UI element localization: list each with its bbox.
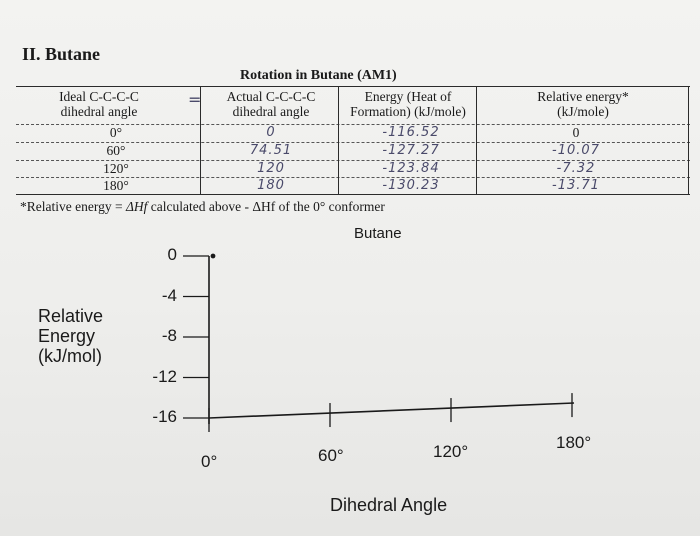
- actual-angle-cell: 74.51: [249, 143, 293, 158]
- table-footnote: *Relative energy = ΔHf calculated above …: [20, 199, 385, 215]
- header-text: Energy (Heat of: [364, 89, 452, 104]
- relative-energy-cell: -13.71: [552, 178, 600, 193]
- x-axis-line: [208, 402, 575, 419]
- header-ideal-angle: Ideal C-C-C-C dihedral angle: [24, 89, 174, 119]
- row-divider: [16, 160, 690, 161]
- y-axis-label-line: Energy: [38, 326, 96, 346]
- actual-angle-cell: 180: [257, 178, 285, 193]
- header-energy: Energy (Heat of Formation) (kJ/mole): [340, 89, 476, 119]
- x-axis-label: Dihedral Angle: [330, 495, 448, 515]
- table-top-border: [16, 86, 690, 87]
- x-tick-label: 0°: [201, 452, 218, 471]
- actual-angle-cell: 0: [266, 125, 276, 140]
- y-tick-label: 0: [167, 245, 177, 264]
- energy-cell: -116.52: [382, 125, 440, 140]
- y-tick-label: -4: [161, 285, 177, 305]
- column-divider: [688, 86, 689, 195]
- column-divider: [200, 86, 201, 195]
- footnote-prefix: *Relative energy =: [20, 199, 126, 214]
- y-tick-label: -12: [152, 366, 177, 386]
- y-axis-label-line: (kJ/mol): [38, 346, 102, 366]
- ideal-angle-cell: 120°: [103, 161, 129, 176]
- header-text: dihedral angle: [60, 104, 138, 119]
- column-divider: [338, 86, 339, 195]
- energy-cell: -127.27: [382, 143, 440, 158]
- header-relative-energy: Relative energy* (kJ/mole): [478, 89, 688, 119]
- header-text: dihedral angle: [232, 104, 310, 119]
- ideal-angle-cell: 60°: [106, 143, 126, 158]
- row-divider: [16, 177, 690, 178]
- chart-title: Butane: [354, 225, 402, 242]
- zero-point-dot: [210, 253, 216, 259]
- table-title: Rotation in Butane (AM1): [240, 68, 397, 83]
- footnote-hf: ΔHf: [125, 199, 148, 214]
- x-tick-label: 120°: [433, 442, 469, 461]
- ideal-angle-cell: 180°: [103, 178, 129, 193]
- relative-energy-cell: -7.32: [556, 161, 596, 176]
- energy-cell: -123.84: [382, 161, 440, 176]
- handwritten-equals-mark: =: [188, 90, 203, 109]
- header-actual-angle: Actual C-C-C-C dihedral angle: [208, 89, 334, 119]
- energy-cell: -130.23: [382, 178, 440, 193]
- actual-angle-cell: 120: [257, 161, 285, 176]
- y-axis-label: Relative Energy (kJ/mol): [38, 306, 103, 366]
- table-bottom-border: [16, 194, 690, 195]
- rotation-table: Ideal C-C-C-C dihedral angle = Actual C-…: [16, 86, 690, 195]
- x-tick-label: 60°: [318, 446, 344, 465]
- relative-energy-cell: -10.07: [552, 143, 600, 158]
- header-text: Relative energy*: [537, 89, 629, 104]
- y-axis-label-line: Relative: [38, 306, 104, 326]
- relative-energy-cell: 0: [572, 125, 580, 140]
- header-text: Ideal C-C-C-C: [59, 89, 139, 104]
- y-tick-label: -8: [161, 326, 177, 345]
- header-divider: [16, 124, 690, 125]
- ideal-angle-cell: 0°: [109, 125, 123, 140]
- header-text: Formation) (kJ/mole): [350, 104, 466, 119]
- header-text: Actual C-C-C-C: [226, 89, 316, 104]
- x-tick-label: 180°: [556, 433, 592, 452]
- column-divider: [476, 86, 477, 195]
- section-title: II. Butane: [22, 44, 101, 64]
- header-text: (kJ/mole): [557, 104, 609, 119]
- y-tick-label: -16: [152, 407, 177, 426]
- footnote-rest: calculated above - ΔHf of the 0° conform…: [147, 199, 385, 214]
- row-divider: [16, 142, 690, 143]
